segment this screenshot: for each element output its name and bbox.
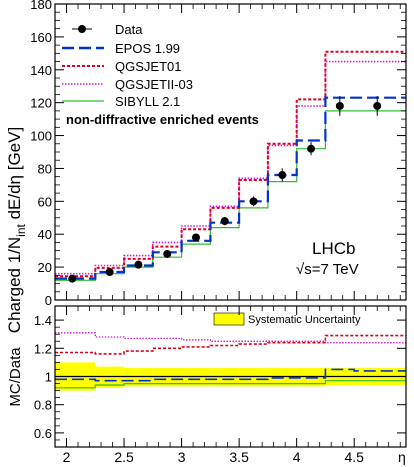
systematic-band-bin: [95, 366, 125, 388]
y-tick-label-main: 100: [30, 129, 52, 144]
data-point: [373, 101, 382, 110]
legend-label-systematic: Systematic Uncertainty: [248, 314, 361, 326]
data-point: [220, 217, 229, 226]
experiment-label: LHCb: [312, 239, 355, 258]
systematic-band-bin: [152, 368, 182, 387]
legend-label-epos: EPOS 1.99: [115, 41, 180, 56]
y-tick-label-main: 80: [38, 161, 52, 176]
y-tick-label-main: 20: [38, 260, 52, 275]
y-tick-label-main: 0: [45, 293, 52, 308]
y-tick-label-main: 120: [30, 96, 52, 111]
series-qgsjetii-main: [55, 60, 406, 275]
y-axis-title-main: Charged 1/Nint dE/dη [GeV]: [5, 127, 28, 333]
y-tick-label-ratio: 0.6: [34, 426, 52, 441]
data-point: [335, 101, 344, 110]
main-panel: Charged 1/Nint dE/dη [GeV]: [5, 50, 406, 333]
x-tick-label: 3.5: [229, 449, 249, 465]
data-point: [68, 274, 77, 283]
energy-label: √s=7 TeV: [296, 261, 359, 278]
systematic-band-bin: [124, 368, 153, 387]
series-sibyll-ratio: [55, 380, 406, 389]
legend-label-qgsjetii: QGSJETII-03: [115, 77, 193, 92]
x-tick-label: 4: [293, 449, 301, 465]
x-tick-label: 4.5: [344, 449, 364, 465]
systematic-band-bin: [239, 368, 268, 387]
legend-item-qgsjetii: QGSJETII-03: [62, 77, 193, 92]
series-qgsjetii-ratio: [55, 332, 406, 344]
y-tick-label-main: 140: [30, 63, 52, 78]
y-tick-label-main: 180: [30, 0, 52, 12]
series-qgsjet01-ratio: [55, 334, 406, 355]
y-tick-label-main: 160: [30, 30, 52, 45]
ratio-panel: MC/Data: [7, 332, 406, 407]
series-epos-ratio: [55, 368, 406, 382]
data-point: [163, 249, 172, 258]
x-tick-label: 3: [178, 449, 186, 465]
legend-item-data: Data: [72, 22, 143, 37]
data-point: [134, 260, 143, 269]
y-tick-label-ratio: 1.2: [34, 341, 52, 356]
data-point: [278, 171, 287, 180]
annotation-text: non-diffractive enriched events: [66, 112, 259, 127]
legend-label-qgsjet01: QGSJET01: [115, 59, 181, 74]
series-qgsjet01-main: [55, 50, 406, 278]
y-axis-title-ratio: MC/Data: [7, 347, 24, 407]
series-epos-main: [55, 96, 406, 280]
systematic-band-bin: [210, 368, 240, 387]
data-point: [191, 233, 200, 242]
y-tick-label-main: 60: [38, 194, 52, 209]
y-tick-label-ratio: 1: [45, 370, 52, 385]
data-point: [307, 144, 316, 153]
systematic-band-icon: [213, 312, 245, 326]
legend-item-epos: EPOS 1.99: [62, 41, 180, 56]
data-point: [105, 268, 114, 277]
legend-label-data: Data: [115, 22, 143, 37]
legend-item-qgsjet01: QGSJET01: [62, 59, 181, 74]
legend: Data EPOS 1.99 QGSJET01 QGSJETII-03 SIBY…: [62, 22, 259, 127]
x-tick-label: 2.5: [114, 449, 134, 465]
data-point: [249, 197, 258, 206]
x-tick-label: 2: [63, 449, 71, 465]
y-tick-label-ratio: 1.4: [34, 313, 52, 328]
ratio-legend: Systematic Uncertainty: [213, 312, 361, 326]
y-tick-label-main: 40: [38, 227, 52, 242]
x-axis-title: η: [398, 449, 406, 465]
systematic-band-bin: [181, 368, 211, 387]
legend-item-sibyll: SIBYLL 2.1: [62, 94, 180, 109]
legend-label-sibyll: SIBYLL 2.1: [115, 94, 180, 109]
y-tick-label-ratio: 0.8: [34, 398, 52, 413]
